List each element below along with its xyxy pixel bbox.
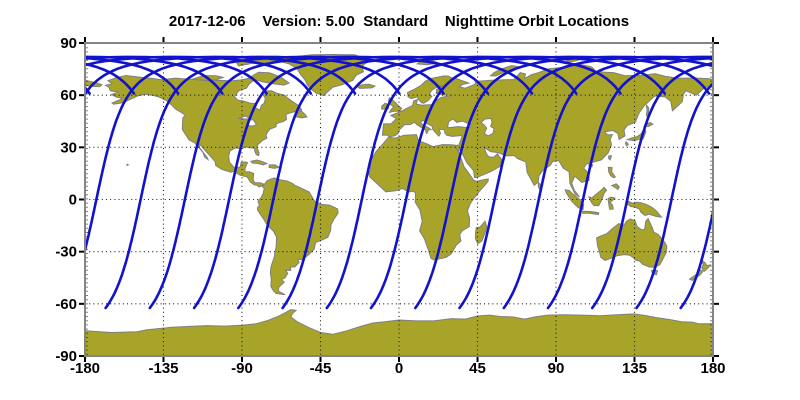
landmass-java bbox=[581, 210, 600, 216]
orbit-track bbox=[635, 81, 713, 310]
landmass-hawaii bbox=[126, 163, 130, 167]
y-tick-label: -90 bbox=[55, 348, 77, 365]
orbit-track bbox=[104, 55, 445, 310]
orbit-track bbox=[148, 55, 490, 310]
landmass-kyushu bbox=[624, 140, 630, 147]
y-tick-label: 30 bbox=[60, 139, 77, 156]
y-tick-label: -30 bbox=[55, 244, 77, 261]
landmass-sumatra bbox=[564, 189, 585, 211]
landmass-sulawesi bbox=[607, 196, 616, 210]
orbit-track bbox=[458, 55, 713, 310]
landmass-hispaniola bbox=[268, 164, 281, 169]
orbit-track bbox=[325, 55, 666, 310]
y-tick-label: 0 bbox=[69, 192, 77, 209]
orbit-track bbox=[590, 61, 713, 310]
orbit-track bbox=[679, 205, 713, 310]
orbit-track bbox=[281, 55, 622, 310]
landmass-eurasia bbox=[381, 63, 713, 198]
y-tick-label: -60 bbox=[55, 296, 77, 313]
landmass-south-america bbox=[256, 177, 339, 296]
orbit-track bbox=[502, 55, 713, 310]
x-tick-label: 0 bbox=[395, 360, 403, 377]
landmass-luzon bbox=[607, 166, 617, 179]
landmass-borneo bbox=[588, 186, 608, 207]
x-tick-label: -180 bbox=[70, 360, 100, 377]
landmass-new-guinea bbox=[627, 200, 663, 218]
axis-ticks bbox=[79, 37, 719, 362]
x-tick-label: -90 bbox=[231, 360, 253, 377]
x-tick-label: 180 bbox=[700, 360, 725, 377]
plot-frame bbox=[84, 42, 714, 357]
orbit-track bbox=[85, 55, 313, 95]
landmasses-layer bbox=[85, 53, 713, 356]
orbit-track bbox=[85, 55, 401, 256]
orbit-track bbox=[237, 55, 578, 310]
x-tick-label: 45 bbox=[469, 360, 486, 377]
orbit-track bbox=[369, 55, 711, 310]
orbit-track bbox=[85, 55, 268, 95]
orbit-track bbox=[546, 56, 713, 310]
plot-title: 2017-12-06 Version: 5.00 Standard Nightt… bbox=[168, 13, 630, 30]
landmass-madagascar bbox=[474, 220, 488, 245]
y-tick-label: 60 bbox=[60, 87, 77, 104]
landmass-north-america bbox=[104, 74, 303, 188]
landmass-cuba bbox=[249, 159, 269, 166]
landmass-baffin-island bbox=[247, 71, 291, 86]
landmass-iceland bbox=[356, 83, 377, 89]
lake-caspian-sea bbox=[480, 117, 495, 137]
landmass-new-zealand-north bbox=[699, 258, 712, 273]
orbit-track bbox=[192, 55, 534, 310]
landmass-taiwan bbox=[608, 155, 613, 161]
y-tick-label: 90 bbox=[60, 35, 77, 52]
landmass-mindanao bbox=[610, 183, 620, 191]
lake-black-sea bbox=[446, 118, 473, 129]
orbit-tracks-layer bbox=[85, 55, 713, 310]
x-tick-label: 135 bbox=[622, 360, 647, 377]
x-tick-label: -135 bbox=[148, 360, 178, 377]
orbit-track bbox=[85, 55, 357, 97]
orbit-track bbox=[414, 55, 713, 310]
x-tick-labels: -180 -135 -90 -45 0 45 90 135 180 bbox=[70, 360, 726, 377]
x-tick-label: -45 bbox=[310, 360, 332, 377]
y-tick-labels: 90 60 30 0 -30 -60 -90 bbox=[55, 35, 77, 365]
x-tick-label: 90 bbox=[548, 360, 565, 377]
